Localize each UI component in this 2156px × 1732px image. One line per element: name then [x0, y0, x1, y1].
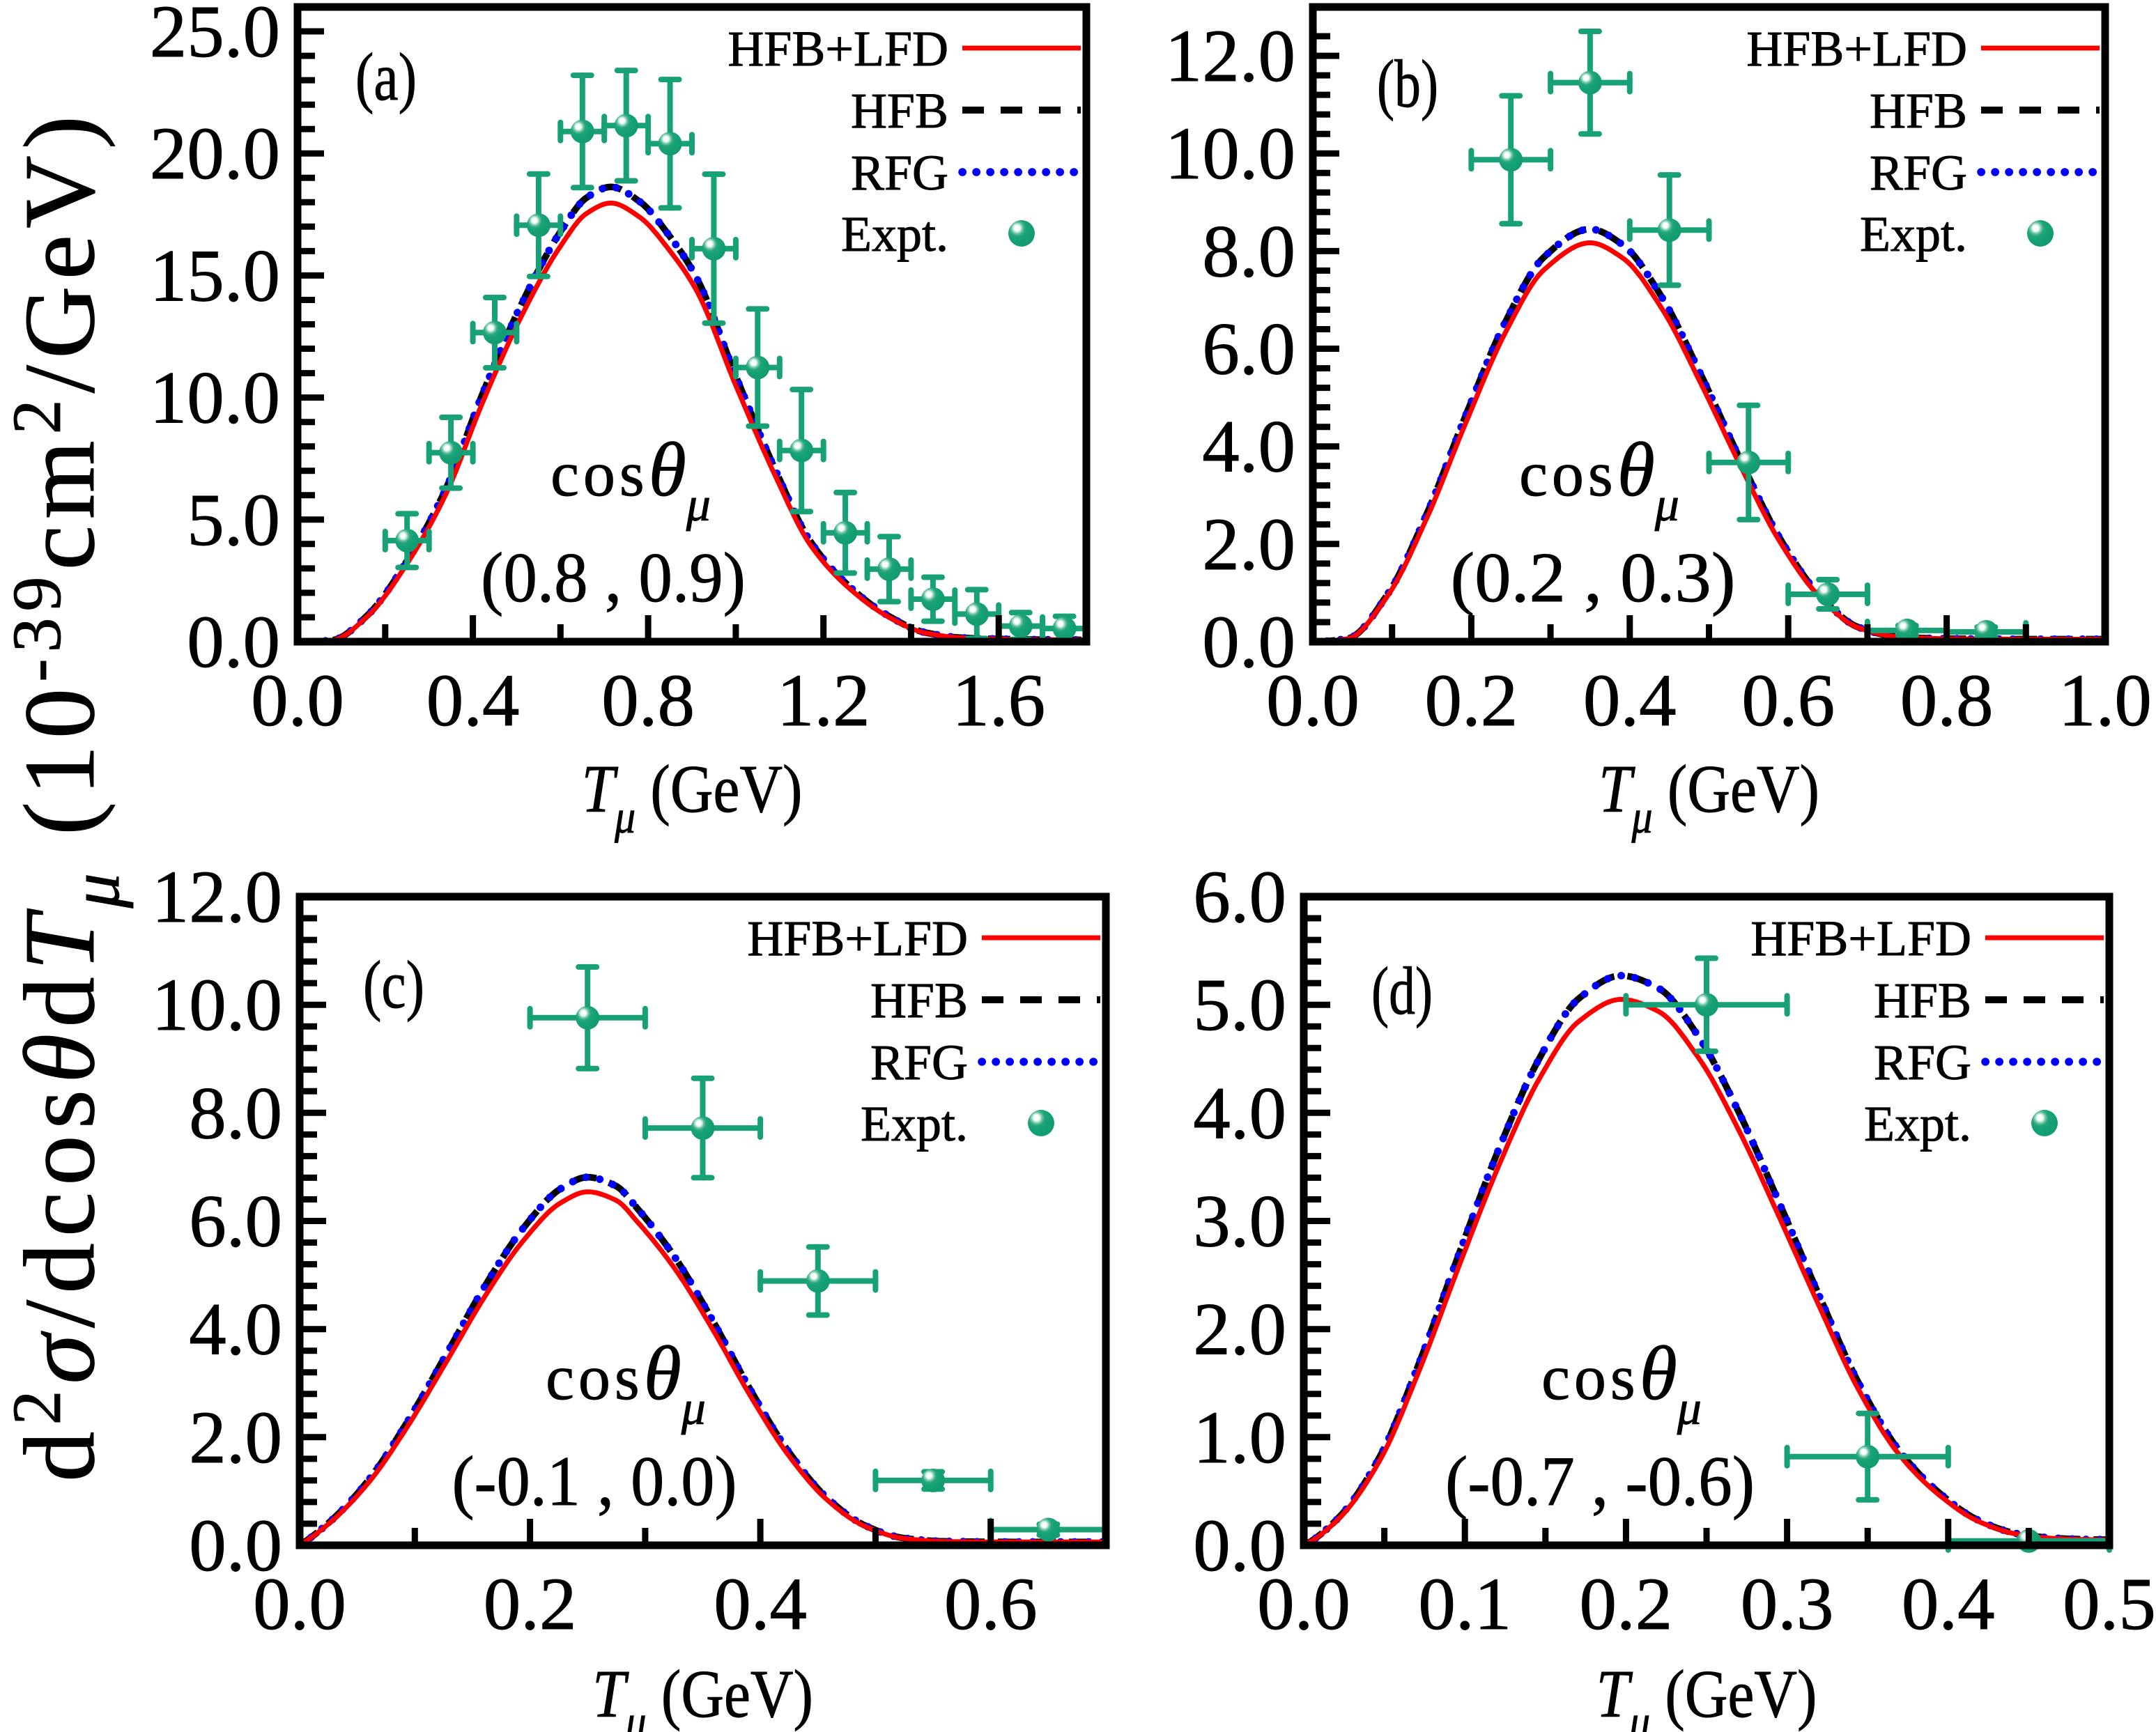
svg-text:4.0: 4.0	[1202, 406, 1295, 488]
svg-text:6.0: 6.0	[1202, 309, 1295, 391]
svg-text:0.4: 0.4	[1902, 1563, 1995, 1646]
svg-text:HFB+LFD: HFB+LFD	[1746, 21, 1967, 77]
svg-text:10.0: 10.0	[152, 964, 282, 1046]
svg-text:HFB: HFB	[1874, 973, 1971, 1028]
svg-text:HFB: HFB	[1870, 83, 1967, 139]
svg-text:0.0: 0.0	[253, 1563, 346, 1646]
svg-text:0.4: 0.4	[426, 660, 520, 742]
svg-text:0.0: 0.0	[189, 1505, 282, 1587]
svg-text:5.0: 5.0	[1193, 964, 1286, 1046]
svg-text:HFB: HFB	[851, 83, 948, 139]
svg-text:0.1: 0.1	[1418, 1563, 1511, 1646]
svg-text:0.0: 0.0	[251, 660, 344, 742]
svg-text:Expt.: Expt.	[861, 1096, 968, 1152]
svg-text:5.0: 5.0	[187, 479, 280, 562]
svg-text:0.8: 0.8	[601, 660, 695, 742]
svg-text:1.0: 1.0	[1193, 1397, 1286, 1479]
svg-text:10.0: 10.0	[1165, 113, 1295, 195]
svg-text:cosθμ: cosθμ	[1541, 1331, 1702, 1435]
svg-text:RFG: RFG	[1874, 1035, 1971, 1090]
svg-text:10.0: 10.0	[150, 357, 280, 440]
svg-text:0.0: 0.0	[1266, 660, 1360, 742]
svg-text:0.3: 0.3	[1741, 1563, 1834, 1646]
svg-text:0.2: 0.2	[484, 1563, 577, 1646]
svg-text:0.0: 0.0	[1202, 601, 1295, 683]
svg-text:(b): (b)	[1377, 47, 1438, 121]
svg-text:(c): (c)	[363, 948, 424, 1022]
svg-text:0.0: 0.0	[187, 601, 280, 683]
svg-text:4.0: 4.0	[1193, 1072, 1286, 1154]
svg-text:HFB+LFD: HFB+LFD	[1750, 911, 1971, 966]
svg-text:d2σ/dcosθdTμ (10-39cm2/GeV): d2σ/dcosθdTμ (10-39cm2/GeV)	[0, 109, 134, 1482]
svg-text:3.0: 3.0	[1193, 1181, 1286, 1263]
svg-text:25.0: 25.0	[150, 0, 280, 73]
svg-text:RFG: RFG	[851, 145, 948, 201]
svg-text:0.8: 0.8	[1900, 660, 1994, 742]
svg-text:0.2: 0.2	[1580, 1563, 1673, 1646]
svg-text:(d): (d)	[1371, 954, 1433, 1028]
svg-text:20.0: 20.0	[150, 113, 280, 195]
svg-text:cosθμ: cosθμ	[546, 1331, 706, 1435]
svg-text:6.0: 6.0	[189, 1181, 282, 1263]
svg-text:12.0: 12.0	[1165, 15, 1295, 98]
svg-text:Expt.: Expt.	[841, 206, 948, 262]
svg-text:(0.2 , 0.3): (0.2 , 0.3)	[1451, 539, 1736, 617]
svg-text:0.0: 0.0	[1257, 1563, 1350, 1646]
svg-text:1.0: 1.0	[2058, 660, 2152, 742]
svg-text:Tμ (GeV): Tμ (GeV)	[1599, 752, 1819, 843]
svg-text:12.0: 12.0	[152, 856, 282, 938]
svg-text:HFB+LFD: HFB+LFD	[727, 21, 948, 77]
svg-text:RFG: RFG	[870, 1035, 968, 1090]
svg-text:0.6: 0.6	[1741, 660, 1835, 742]
svg-text:cosθμ: cosθμ	[1519, 427, 1679, 532]
svg-text:(-0.7 , -0.6): (-0.7 , -0.6)	[1445, 1442, 1755, 1521]
svg-text:8.0: 8.0	[189, 1072, 282, 1154]
svg-text:cosθμ: cosθμ	[550, 427, 711, 532]
svg-text:HFB+LFD: HFB+LFD	[747, 911, 968, 966]
svg-text:1.6: 1.6	[952, 660, 1045, 742]
svg-text:(0.8 , 0.9): (0.8 , 0.9)	[481, 539, 746, 617]
svg-text:Tμ (GeV): Tμ (GeV)	[592, 1657, 813, 1732]
svg-text:4.0: 4.0	[189, 1289, 282, 1371]
svg-text:0.5: 0.5	[2063, 1563, 2156, 1646]
svg-text:8.0: 8.0	[1202, 210, 1295, 293]
svg-text:6.0: 6.0	[1193, 856, 1286, 938]
svg-text:Tμ (GeV): Tμ (GeV)	[582, 752, 803, 843]
svg-text:2.0: 2.0	[189, 1397, 282, 1479]
svg-text:0.0: 0.0	[1193, 1505, 1286, 1587]
svg-text:2.0: 2.0	[1193, 1289, 1286, 1371]
svg-text:0.4: 0.4	[1583, 660, 1677, 742]
svg-text:0.4: 0.4	[714, 1563, 807, 1646]
svg-text:0.6: 0.6	[944, 1563, 1038, 1646]
svg-text:(-0.1 , 0.0): (-0.1 , 0.0)	[452, 1442, 737, 1521]
svg-text:(a): (a)	[355, 40, 417, 114]
svg-text:HFB: HFB	[870, 973, 968, 1028]
svg-text:RFG: RFG	[1870, 145, 1967, 201]
svg-text:0.2: 0.2	[1425, 660, 1518, 742]
svg-text:2.0: 2.0	[1202, 504, 1295, 586]
svg-text:Tμ (GeV): Tμ (GeV)	[1596, 1657, 1817, 1732]
svg-text:1.2: 1.2	[777, 660, 870, 742]
svg-text:Expt.: Expt.	[1860, 206, 1967, 262]
svg-text:15.0: 15.0	[150, 235, 280, 317]
svg-text:Expt.: Expt.	[1864, 1096, 1971, 1152]
